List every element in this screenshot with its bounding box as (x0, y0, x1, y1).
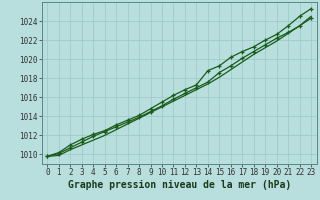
X-axis label: Graphe pression niveau de la mer (hPa): Graphe pression niveau de la mer (hPa) (68, 180, 291, 190)
